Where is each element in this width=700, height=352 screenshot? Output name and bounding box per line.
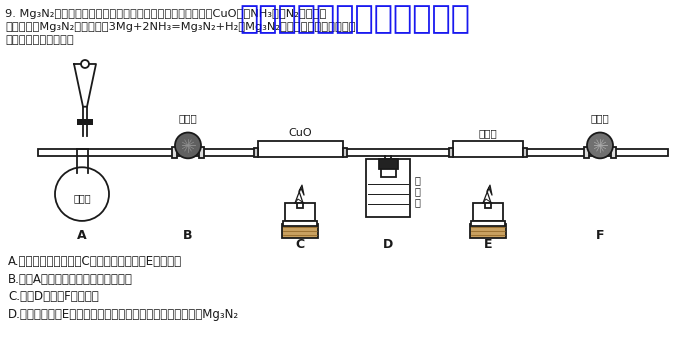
FancyBboxPatch shape xyxy=(449,149,453,157)
Text: 镁反应得到Mg₃N₂，反应如：3Mg+2NH₃=Mg₃N₂+H₂，Mg₃N₂是一种黄绿色粉末，易水: 镁反应得到Mg₃N₂，反应如：3Mg+2NH₃=Mg₃N₂+H₂，Mg₃N₂是一… xyxy=(5,22,356,32)
FancyBboxPatch shape xyxy=(297,203,303,208)
FancyBboxPatch shape xyxy=(38,149,668,156)
Text: 金属镁: 金属镁 xyxy=(479,128,498,138)
Text: 碘石灰: 碘石灰 xyxy=(178,114,197,124)
FancyBboxPatch shape xyxy=(471,221,505,226)
FancyBboxPatch shape xyxy=(77,119,93,125)
FancyBboxPatch shape xyxy=(523,149,527,157)
FancyBboxPatch shape xyxy=(470,224,506,238)
FancyBboxPatch shape xyxy=(253,149,258,157)
FancyBboxPatch shape xyxy=(258,142,342,157)
Text: D.取反应后装置E所得固体少许，滴入蒸馏水，可检验是否有Mg₃N₂: D.取反应后装置E所得固体少许，滴入蒸馏水，可检验是否有Mg₃N₂ xyxy=(8,308,239,321)
Text: 浓
硫
酸: 浓 硫 酸 xyxy=(415,175,421,207)
Text: F: F xyxy=(596,229,604,242)
Text: A.实验开始时应先点燃C处酒精灯，再点燃E处酒精灯: A.实验开始时应先点燃C处酒精灯，再点燃E处酒精灯 xyxy=(8,254,182,268)
Text: 生石灰: 生石灰 xyxy=(74,193,91,203)
Circle shape xyxy=(175,132,201,158)
Text: 碘石灰: 碘石灰 xyxy=(591,114,610,124)
Text: B.装置A中分液漏斗中的溶液为浓氨水: B.装置A中分液漏斗中的溶液为浓氨水 xyxy=(8,272,133,285)
Text: CuO: CuO xyxy=(288,128,312,138)
Circle shape xyxy=(587,132,613,158)
Circle shape xyxy=(81,60,89,68)
FancyBboxPatch shape xyxy=(379,159,398,169)
Text: E: E xyxy=(484,238,492,251)
FancyBboxPatch shape xyxy=(453,142,523,157)
FancyBboxPatch shape xyxy=(342,149,346,157)
FancyBboxPatch shape xyxy=(172,147,177,158)
FancyBboxPatch shape xyxy=(381,159,395,177)
Text: C: C xyxy=(295,238,304,251)
FancyBboxPatch shape xyxy=(584,147,589,158)
Text: 9. Mg₃N₂常用于制备其他超硬、耐高温的氮化物，实验室通过CuO氧化NH₃制得N₂，然后与: 9. Mg₃N₂常用于制备其他超硬、耐高温的氮化物，实验室通过CuO氧化NH₃制… xyxy=(5,10,326,19)
FancyBboxPatch shape xyxy=(366,159,410,217)
FancyBboxPatch shape xyxy=(199,147,204,158)
FancyBboxPatch shape xyxy=(285,203,315,221)
FancyBboxPatch shape xyxy=(283,221,317,226)
Text: B: B xyxy=(183,229,192,242)
FancyBboxPatch shape xyxy=(485,203,491,208)
Text: D: D xyxy=(383,238,393,251)
FancyBboxPatch shape xyxy=(282,224,318,238)
FancyBboxPatch shape xyxy=(611,147,616,158)
Text: C.装置D与装置F可以对调: C.装置D与装置F可以对调 xyxy=(8,290,99,303)
Text: A: A xyxy=(77,229,87,242)
Text: 微信公众号关注：超找答案: 微信公众号关注：超找答案 xyxy=(239,4,470,35)
Text: 解。下列说法错误的是: 解。下列说法错误的是 xyxy=(5,35,74,45)
FancyBboxPatch shape xyxy=(473,203,503,221)
